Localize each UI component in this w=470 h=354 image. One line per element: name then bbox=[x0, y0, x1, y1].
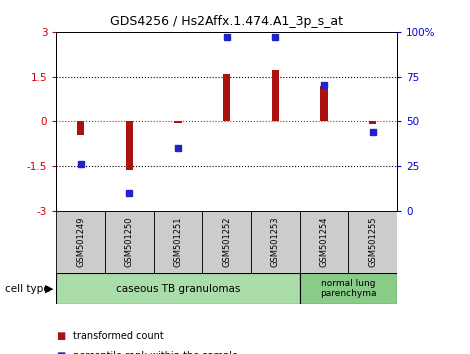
Bar bbox=[300, 211, 348, 273]
Bar bbox=[251, 211, 300, 273]
Text: GSM501251: GSM501251 bbox=[173, 216, 183, 267]
Text: GSM501249: GSM501249 bbox=[76, 216, 85, 267]
Text: ▶: ▶ bbox=[45, 284, 53, 293]
Text: transformed count: transformed count bbox=[73, 331, 164, 341]
Bar bbox=[272, 70, 279, 121]
Text: GSM501254: GSM501254 bbox=[320, 216, 329, 267]
Bar bbox=[300, 273, 397, 304]
Text: GSM501252: GSM501252 bbox=[222, 216, 231, 267]
Title: GDS4256 / Hs2Affx.1.474.A1_3p_s_at: GDS4256 / Hs2Affx.1.474.A1_3p_s_at bbox=[110, 15, 343, 28]
Bar bbox=[348, 211, 397, 273]
Text: GSM501255: GSM501255 bbox=[368, 216, 377, 267]
Text: GSM501253: GSM501253 bbox=[271, 216, 280, 267]
Text: GSM501250: GSM501250 bbox=[125, 216, 134, 267]
Bar bbox=[56, 211, 105, 273]
Bar bbox=[105, 211, 154, 273]
Bar bbox=[203, 211, 251, 273]
Text: caseous TB granulomas: caseous TB granulomas bbox=[116, 284, 240, 293]
Bar bbox=[174, 121, 182, 123]
Bar bbox=[126, 121, 133, 170]
Bar bbox=[369, 121, 376, 124]
Text: ■: ■ bbox=[56, 331, 66, 341]
Bar bbox=[77, 121, 85, 135]
Text: cell type: cell type bbox=[5, 284, 49, 293]
Bar bbox=[321, 86, 328, 121]
Bar bbox=[56, 273, 300, 304]
Text: ■: ■ bbox=[56, 351, 66, 354]
Text: percentile rank within the sample: percentile rank within the sample bbox=[73, 351, 238, 354]
Bar bbox=[223, 74, 230, 121]
Bar bbox=[154, 211, 203, 273]
Text: normal lung
parenchyma: normal lung parenchyma bbox=[320, 279, 377, 298]
